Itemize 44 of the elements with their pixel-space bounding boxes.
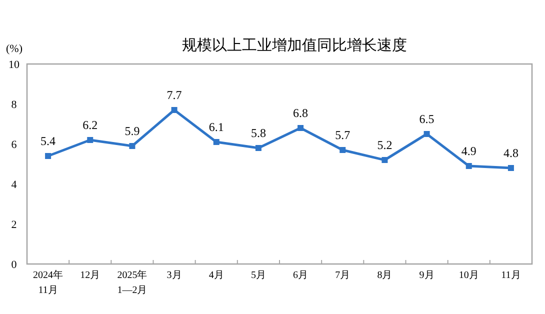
point — [382, 157, 388, 163]
x-tick-label: 9月 — [419, 270, 434, 281]
data-label: 4.8 — [503, 146, 518, 160]
point — [466, 163, 472, 169]
y-tick-label: 2 — [11, 219, 17, 231]
data-label: 4.9 — [461, 144, 476, 158]
data-label: 6.5 — [419, 112, 434, 126]
point — [45, 153, 52, 159]
x-tick-label: 5月 — [250, 270, 266, 281]
x-tick-label: 4月 — [208, 270, 224, 281]
data-label: 5.8 — [250, 126, 266, 140]
data-label: 6.1 — [208, 120, 224, 134]
y-tick-label: 8 — [11, 99, 18, 111]
x-tick-label: 11月 — [501, 270, 521, 281]
x-tick-label: 2024年 11月 — [33, 269, 64, 296]
y-tick-label: 4 — [11, 179, 18, 191]
data-label: 5.2 — [377, 138, 392, 152]
y-axis-title: (%) — [6, 43, 23, 55]
y-tick-label: 6 — [11, 139, 18, 151]
point — [87, 137, 94, 143]
point — [508, 165, 514, 171]
point — [129, 143, 136, 149]
x-tick-label: 2025年 1—2月 — [117, 269, 148, 296]
data-label: 5.4 — [40, 134, 56, 148]
point — [171, 107, 178, 113]
data-label: 6.8 — [293, 106, 308, 120]
data-label: 6.2 — [82, 118, 98, 132]
y-tick-label: 10 — [8, 59, 20, 71]
point — [424, 131, 430, 137]
x-tick-label: 7月 — [335, 270, 350, 281]
x-tick-label: 10月 — [458, 270, 479, 281]
point — [298, 125, 304, 131]
data-label: 5.7 — [335, 128, 350, 142]
point — [213, 139, 220, 145]
y-tick-label: 0 — [11, 259, 18, 271]
x-tick-label: 12月 — [80, 270, 100, 281]
x-tick-label: 3月 — [166, 270, 182, 281]
data-label: 5.9 — [124, 124, 140, 138]
point — [340, 147, 346, 153]
point — [255, 145, 262, 151]
chart-title: 规模以上工业增加值同比增长速度 — [182, 37, 407, 54]
data-label: 7.7 — [166, 88, 182, 102]
x-tick-label: 8月 — [377, 270, 392, 281]
x-tick-label: 6月 — [293, 270, 308, 281]
